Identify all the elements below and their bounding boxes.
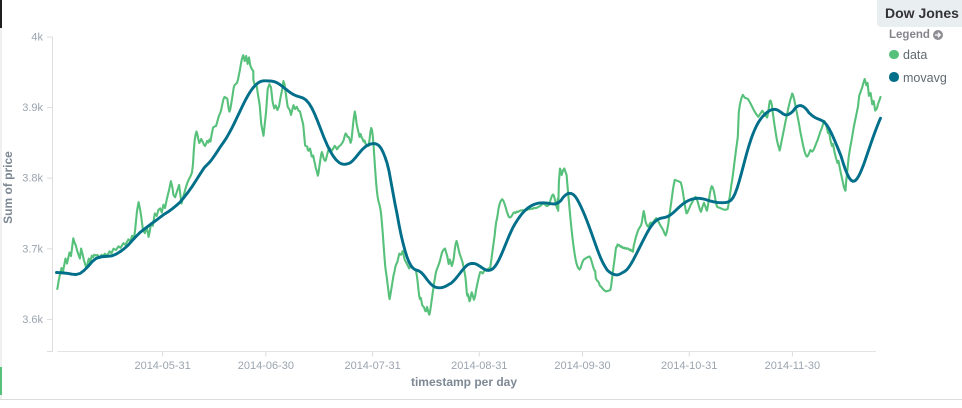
svg-text:2014-08-31: 2014-08-31 (451, 360, 507, 372)
svg-text:3.7k: 3.7k (22, 243, 43, 255)
svg-text:4k: 4k (31, 32, 43, 44)
svg-text:2014-09-30: 2014-09-30 (554, 360, 610, 372)
svg-text:2014-07-31: 2014-07-31 (344, 360, 400, 372)
svg-text:3.9k: 3.9k (22, 102, 43, 114)
svg-text:2014-11-30: 2014-11-30 (765, 360, 820, 372)
svg-text:3.6k: 3.6k (22, 314, 43, 326)
svg-text:2014-05-31: 2014-05-31 (134, 360, 190, 372)
svg-text:3.8k: 3.8k (22, 173, 43, 185)
svg-text:timestamp per day: timestamp per day (411, 375, 517, 389)
svg-text:2014-10-31: 2014-10-31 (661, 360, 717, 372)
svg-text:2014-06-30: 2014-06-30 (238, 360, 294, 372)
svg-text:Sum of price: Sum of price (1, 151, 15, 224)
